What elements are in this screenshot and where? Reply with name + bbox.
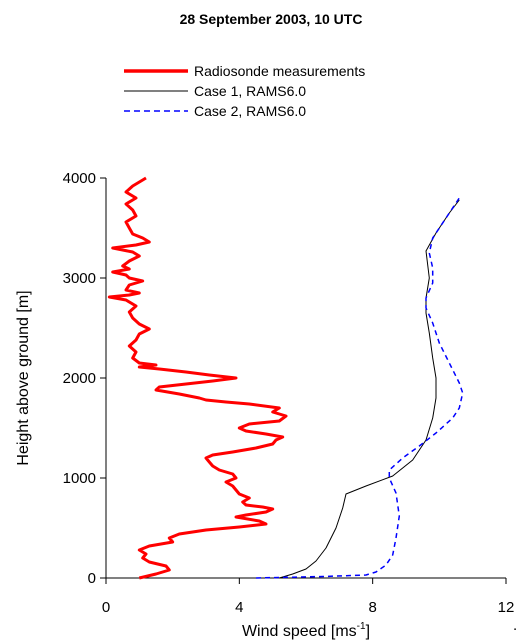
legend-label-case1: Case 1, RAMS6.0 bbox=[194, 83, 306, 99]
series-radiosonde-line bbox=[107, 176, 288, 580]
x-tick-label-2: 8 bbox=[368, 599, 376, 616]
y-tick-label-2: 2000 bbox=[63, 370, 96, 387]
legend-label-case2: Case 2, RAMS6.0 bbox=[194, 103, 306, 119]
y-axis-label: Height above ground [m] bbox=[15, 290, 32, 465]
chart-title: 28 September 2003, 10 UTC bbox=[180, 11, 363, 27]
x-tick-label-1: 4 bbox=[235, 599, 243, 616]
y-tick-label-4: 4000 bbox=[63, 170, 96, 187]
x-axis-label-end: ] bbox=[366, 623, 370, 640]
trailing-mark: . bbox=[513, 617, 517, 634]
axis-ticks bbox=[100, 177, 507, 584]
series-lines bbox=[107, 176, 464, 580]
axis-tick-labels: 0 4 8 12 0 1000 2000 3000 4000 bbox=[63, 170, 515, 616]
y-tick-label-1: 1000 bbox=[63, 470, 96, 487]
series-case2-line bbox=[255, 197, 464, 579]
plot-axes bbox=[105, 178, 506, 579]
legend: Radiosonde measurements Case 1, RAMS6.0 … bbox=[124, 63, 365, 119]
x-tick-label-3: 12 bbox=[498, 599, 515, 616]
x-axis-label-superscript: -1 bbox=[357, 621, 366, 632]
x-axis-label-main: Wind speed [ms bbox=[242, 623, 357, 640]
y-tick-label-3: 3000 bbox=[63, 270, 96, 287]
legend-label-radiosonde: Radiosonde measurements bbox=[194, 63, 365, 79]
series-case1-line bbox=[279, 199, 460, 579]
y-tick-label-0: 0 bbox=[88, 570, 96, 587]
x-tick-label-0: 0 bbox=[102, 599, 110, 616]
x-axis-label: Wind speed [ms-1] bbox=[242, 621, 370, 640]
